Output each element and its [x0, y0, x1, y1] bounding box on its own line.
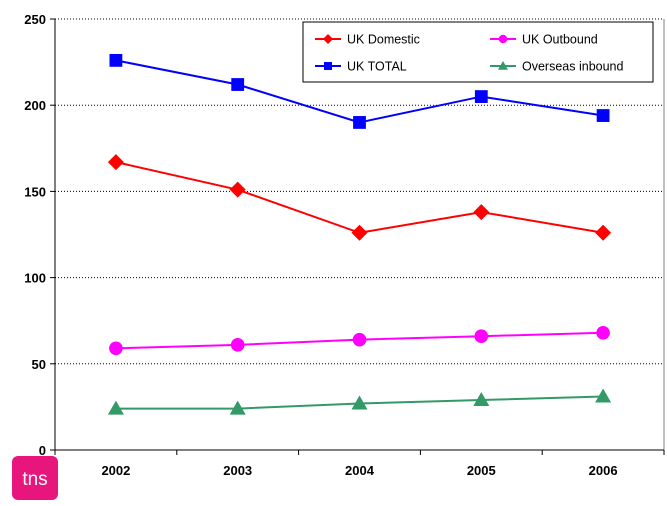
legend-entry-overseas-inbound: Overseas inbound [490, 60, 624, 74]
legend-label: UK Outbound [522, 33, 598, 47]
y-tick-label: 50 [32, 357, 46, 372]
legend-label: UK Domestic [347, 33, 420, 47]
x-tick-label: 2005 [467, 463, 496, 478]
data-point-uk-total [474, 90, 488, 103]
tns-logo: tns [12, 456, 58, 500]
data-point-overseas-inbound [351, 395, 368, 410]
series-overseas-inbound [107, 388, 612, 415]
x-tick-label: 2003 [223, 463, 252, 478]
x-tick-label: 2006 [589, 463, 618, 478]
y-tick-label: 200 [24, 98, 46, 113]
data-point-overseas-inbound [595, 388, 612, 403]
gridlines [55, 18, 664, 365]
data-point-uk-total [231, 78, 245, 91]
data-point-uk-total [109, 53, 123, 67]
legend-marker [323, 34, 333, 44]
data-point-uk-outbound [596, 325, 610, 340]
legend: UK Domestic UK Outbound UK TOTAL Overseas i… [302, 21, 654, 83]
legend-entry-uk-outbound: UK Outbound [490, 33, 598, 47]
data-point-uk-outbound [352, 332, 367, 347]
data-point-uk-domestic [473, 204, 490, 221]
series-lines [107, 53, 612, 415]
legend-entry-uk-total: UK TOTAL [315, 60, 407, 74]
data-point-uk-domestic [595, 224, 612, 241]
data-point-uk-domestic [107, 154, 124, 171]
legend-marker [498, 61, 508, 70]
series-uk-domestic [107, 154, 612, 241]
y-tick-label: 100 [24, 271, 46, 286]
y-tick-label: 0 [39, 443, 46, 458]
x-tick-label: 2004 [345, 463, 375, 478]
y-axis-ticks: 0 50 100 150 200 250 [24, 12, 55, 458]
logo-badge [12, 456, 58, 500]
legend-marker [498, 34, 508, 44]
data-point-uk-outbound [474, 329, 489, 344]
y-tick-label: 250 [24, 12, 46, 27]
data-point-uk-domestic [351, 224, 368, 241]
legend-label: Overseas inbound [522, 60, 624, 74]
data-point-uk-outbound [109, 341, 123, 356]
data-point-uk-outbound [230, 338, 245, 352]
data-point-uk-domestic [229, 181, 246, 198]
axes [54, 19, 665, 451]
legend-marker [324, 62, 332, 70]
data-point-uk-total [596, 109, 610, 122]
legend-entry-uk-domestic: UK Domestic [315, 33, 420, 47]
legend-label: UK TOTAL [347, 60, 407, 74]
data-point-overseas-inbound [107, 400, 124, 415]
x-axis-ticks: 2002 2003 2004 2005 2006 [54, 450, 665, 478]
data-point-overseas-inbound [473, 392, 490, 407]
y-tick-label: 150 [24, 184, 46, 199]
x-tick-label: 2002 [101, 463, 130, 478]
logo-text: tns [22, 469, 47, 490]
series-uk-total [109, 53, 610, 129]
series-line-uk-domestic [115, 161, 604, 234]
data-point-uk-total [353, 116, 366, 129]
legend-box [302, 21, 654, 83]
series-uk-outbound [109, 325, 610, 356]
data-point-overseas-inbound [229, 400, 246, 415]
